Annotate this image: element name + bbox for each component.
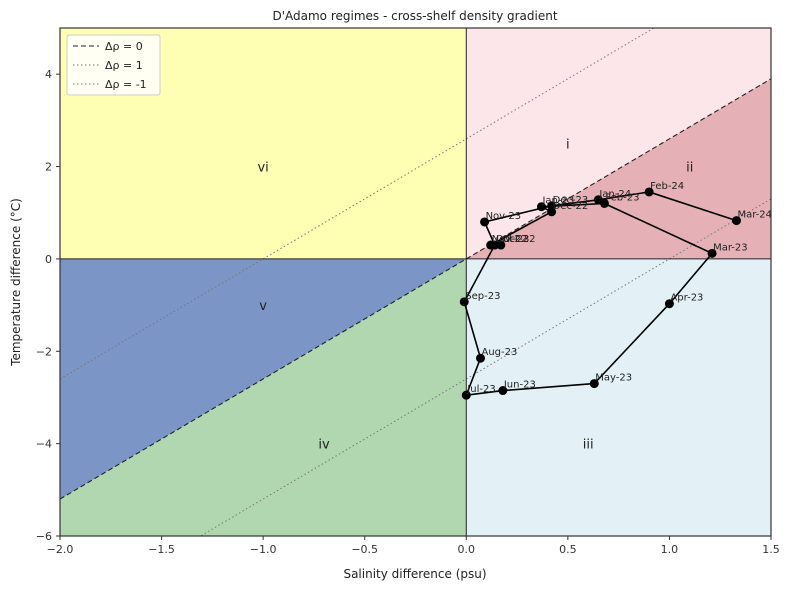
- point-label-4: Feb-23: [605, 192, 639, 203]
- y-tick-label-0: −6: [36, 530, 52, 543]
- series-point-13: [480, 217, 490, 227]
- region-iii: [466, 258, 771, 536]
- regime-regions: [60, 28, 771, 536]
- point-label-14: Dec-23: [553, 195, 589, 206]
- point-label-10: Aug-23: [482, 347, 518, 358]
- x-axis-ticks: −2.0 −1.5 −1.0 −0.5 0.0 0.5 1.0 1.5: [47, 536, 780, 556]
- point-label-11: Sep-23: [465, 291, 500, 302]
- y-tick-label-2: −2: [36, 345, 52, 358]
- region-label-iii: iii: [583, 438, 594, 453]
- density-lines: [60, 28, 771, 536]
- x-tick-label-5: 0.5: [559, 543, 577, 556]
- point-label-13: Nov-23: [486, 211, 522, 222]
- x-tick-label-2: −1.0: [250, 543, 277, 556]
- point-label-16: Feb-24: [650, 181, 684, 192]
- point-label-7: May-23: [595, 373, 632, 384]
- series-point-16: [644, 187, 654, 197]
- legend-label-2: Δρ = -1: [105, 78, 147, 91]
- y-tick-label-5: 4: [45, 68, 52, 81]
- point-label-15: Jan-24: [598, 189, 631, 200]
- x-axis-label: Salinity difference (psu): [343, 567, 486, 581]
- series-point-8: [498, 386, 508, 396]
- region-v: [60, 258, 467, 536]
- region-vi: [60, 28, 467, 259]
- plot-frame: [59, 27, 772, 537]
- point-label-17: Mar-24: [737, 210, 772, 221]
- legend: Δρ = 0 Δρ = 1 Δρ = -1: [66, 34, 161, 96]
- x-tick-label-7: 1.5: [762, 543, 780, 556]
- x-tick-label-1: −1.5: [148, 543, 175, 556]
- point-label-6: Apr-23: [670, 293, 703, 304]
- point-label-8: Jun-23: [503, 380, 536, 391]
- y-axis-ticks: −6 −4 −2 0 2 4: [36, 68, 60, 543]
- point-label-9: Jul-23: [466, 384, 495, 395]
- series-point-14: [547, 201, 557, 211]
- legend-box: [66, 34, 161, 96]
- time-series: [459, 187, 741, 400]
- zero-lines: [60, 28, 771, 536]
- y-axis-label: Temperature difference (°C): [9, 198, 23, 367]
- region-label-v: v: [259, 299, 267, 314]
- region-label-i: i: [566, 137, 570, 152]
- region-label-iv: iv: [318, 438, 330, 453]
- series-point-12: [490, 240, 500, 250]
- density-line-1: [199, 198, 771, 536]
- region-i: [466, 28, 771, 259]
- series-point-10: [476, 353, 486, 363]
- legend-label-1: Δρ = 1: [105, 59, 143, 72]
- series-point-3: [536, 202, 546, 212]
- point-label-12: Oct-23: [496, 234, 530, 245]
- density-line-0: [60, 78, 771, 500]
- region-iv: [60, 258, 467, 536]
- series-point-6: [664, 299, 674, 309]
- chart-title: D'Adamo regimes - cross-shelf density gr…: [272, 9, 557, 23]
- density-line-2: [60, 28, 655, 380]
- series-point-7: [589, 379, 599, 389]
- y-tick-label-1: −4: [36, 438, 52, 451]
- region-label-vi: vi: [257, 161, 268, 176]
- x-tick-label-4: 0.0: [458, 543, 476, 556]
- point-label-5: Mar-23: [713, 242, 748, 253]
- x-tick-label-0: −2.0: [47, 543, 74, 556]
- region-label-ii: ii: [686, 161, 693, 176]
- region-ii: [466, 28, 771, 259]
- point-label-2: Dec-22: [553, 201, 589, 212]
- series-point-5: [707, 248, 717, 258]
- y-tick-label-4: 2: [45, 161, 52, 174]
- point-label-3: Jan-23: [541, 196, 574, 207]
- series-point-11: [459, 297, 469, 307]
- x-tick-label-3: −0.5: [351, 543, 378, 556]
- point-label-1: Nov-22: [492, 234, 528, 245]
- point-label-0: Oct-22: [502, 234, 536, 245]
- series-point-17: [731, 216, 741, 226]
- series-point-15: [593, 195, 603, 205]
- series-point-9: [461, 390, 471, 400]
- x-tick-label-6: 1.0: [661, 543, 679, 556]
- y-tick-label-3: 0: [45, 253, 52, 266]
- legend-label-0: Δρ = 0: [105, 40, 143, 53]
